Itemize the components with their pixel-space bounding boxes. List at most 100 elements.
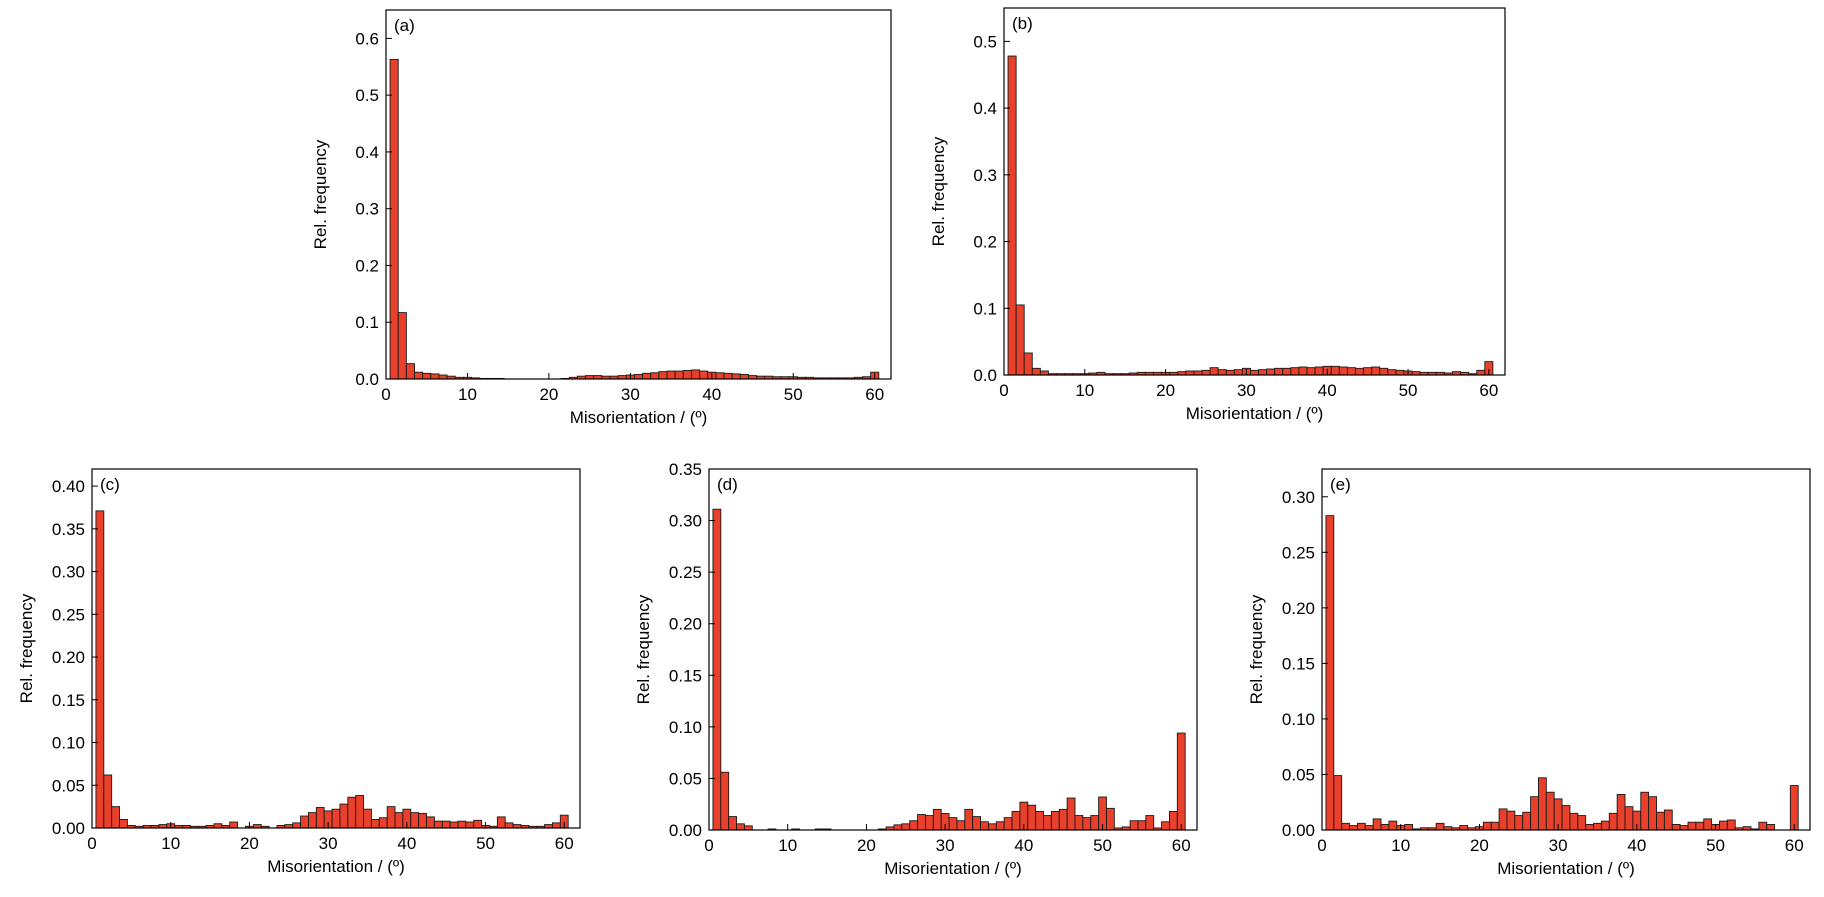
bar-a-36 [674,370,684,380]
bar-d-55 [1137,820,1147,831]
bar-e-39 [1624,806,1634,831]
chart-d: 0 10 20 30 40 50 60 0.00 0.05 0.10 0.15 0.20 0.25 0.3… [634,460,1198,878]
x-tick-label-c-30: 30 [319,834,338,853]
bar-e-9 [1388,820,1398,831]
bar-e-24 [1506,810,1516,831]
bar-c-43 [426,816,435,829]
plot-frame-a [385,9,892,380]
bar-c-36 [370,819,380,829]
bar-d-24 [893,824,903,831]
bar-e-45 [1671,824,1681,831]
bar-d-36 [987,823,997,831]
bar-a-42 [723,372,733,380]
y-tick-label-c-2: 0.10 [52,734,85,753]
bar-c-44 [433,820,443,829]
bar-c-16 [213,823,223,829]
x-tick-label-e-40: 40 [1627,836,1646,855]
bar-c-3 [111,806,121,829]
y-tick-label-a-3: 0.3 [355,200,379,219]
bar-e-2 [1333,775,1343,831]
x-axis-label-a: Misorientation / (º) [570,408,708,427]
x-tick-label-c-60: 60 [555,834,574,853]
chart-a: 0 10 20 30 40 50 60 0.0 0.1 0.2 0.3 0.4 0.5 0.6 Misori… [311,9,892,427]
x-tick-label-d-30: 30 [936,836,955,855]
x-tick-label-c-10: 10 [161,834,180,853]
x-tick-label-a-20: 20 [539,385,558,404]
bar-b-1 [1007,55,1017,376]
bar-e-1 [1325,515,1335,831]
panel-label-e: (e) [1330,475,1351,494]
x-tick-label-a-50: 50 [784,385,803,404]
chart-b: 0 10 20 30 40 50 60 0.0 0.1 0.2 0.3 0.4 0.5 Misorient… [929,7,1506,423]
y-axis-label-d: Rel. frequency [634,594,653,704]
bar-c-28 [308,812,317,829]
y-tick-label-c-7: 0.35 [52,520,85,539]
y-tick-label-b-3: 0.3 [973,166,997,185]
y-tick-label-c-5: 0.25 [52,605,85,624]
bar-b-49 [1395,369,1405,376]
bar-a-39 [699,370,709,380]
y-tick-label-a-2: 0.2 [355,256,379,275]
bar-b-48 [1387,369,1397,376]
panel-label-b: (b) [1012,14,1033,33]
bar-b-3 [1023,352,1033,376]
bar-a-37 [682,370,692,380]
x-tick-label-b-40: 40 [1318,381,1337,400]
bar-e-23 [1498,808,1508,831]
x-tick-label-a-30: 30 [621,385,640,404]
bar-c-53 [504,822,514,829]
bar-d-3 [728,816,737,831]
bar-d-28 [925,815,934,831]
bar-e-47 [1687,821,1697,831]
plot-frame-b [1003,7,1506,376]
bar-d-4 [736,823,745,831]
y-tick-label-d-7: 0.35 [669,460,702,479]
bar-d-44 [1050,810,1060,831]
bar-e-41 [1640,791,1650,831]
bar-c-26 [292,822,302,829]
y-tick-label-c-0: 0.00 [52,819,85,838]
bar-d-37 [995,821,1005,831]
bar-e-56 [1758,821,1768,831]
x-tick-label-d-40: 40 [1014,836,1033,855]
bar-b-27 [1217,369,1227,376]
y-tick-label-a-1: 0.1 [355,313,379,332]
x-axis-label-d: Misorientation / (º) [884,859,1022,878]
bar-a-32 [642,372,652,380]
bar-e-28 [1537,777,1547,831]
y-axis-label-c: Rel. frequency [17,593,36,703]
plot-frame-c [91,468,581,829]
bar-b-34 [1274,367,1284,376]
bar-d-56 [1145,815,1155,831]
bar-e-29 [1545,791,1555,831]
bar-b-29 [1233,369,1243,376]
x-tick-label-b-0: 0 [999,381,1008,400]
bar-a-41 [715,372,725,380]
bar-a-43 [731,373,741,380]
bar-e-27 [1530,796,1539,831]
bar-b-31 [1250,369,1259,376]
x-tick-label-e-0: 0 [1317,836,1326,855]
bar-d-25 [901,823,911,831]
bar-c-4 [119,819,128,829]
bar-e-36 [1600,820,1610,831]
bar-e-5 [1356,822,1366,831]
y-tick-label-e-3: 0.15 [1282,654,1315,673]
bar-b-26 [1209,367,1219,376]
x-tick-label-d-60: 60 [1172,836,1191,855]
y-tick-label-e-2: 0.10 [1282,710,1315,729]
bar-e-11 [1404,824,1413,831]
bar-c-2 [103,774,113,829]
bar-a-4 [414,371,424,380]
bar-d-1 [712,508,722,831]
bar-e-7 [1372,818,1382,831]
x-tick-label-a-60: 60 [865,385,884,404]
bar-d-32 [956,820,966,831]
bar-b-39 [1314,366,1324,376]
bar-c-39 [394,812,404,829]
bar-c-33 [347,796,357,829]
bar-e-25 [1514,815,1524,831]
y-tick-label-e-0: 0.00 [1282,821,1315,840]
bar-b-33 [1266,368,1276,376]
y-axis-label-e: Rel. frequency [1247,594,1266,704]
